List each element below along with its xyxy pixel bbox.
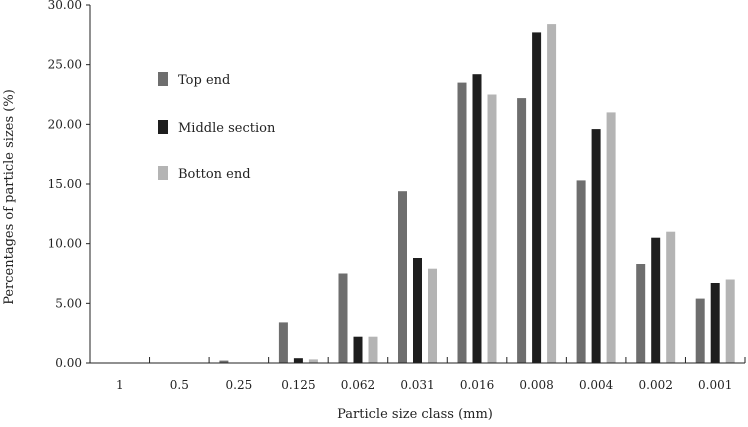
- x-tick-label: 0.016: [460, 378, 494, 392]
- bar-middle-section-0.125: [293, 358, 303, 363]
- x-tick-label: 0.5: [170, 378, 189, 392]
- legend-label: Top end: [178, 73, 230, 88]
- bar-botton-end-0.004: [606, 112, 616, 364]
- x-tick-label: 0.001: [698, 378, 732, 392]
- legend-swatch-middle-section: [158, 120, 168, 134]
- bar-top-end-0.001: [695, 298, 705, 363]
- bar-middle-section-0.031: [413, 258, 422, 363]
- bar-top-end-0.25: [219, 360, 229, 363]
- bar-top-end-0.016: [457, 82, 467, 363]
- bar-top-end-0.004: [576, 180, 586, 363]
- legend-label: Botton end: [178, 167, 251, 182]
- bar-top-end-0.008: [517, 98, 527, 363]
- bar-botton-end-0.016: [487, 94, 497, 363]
- bar-top-end-0.002: [636, 264, 646, 363]
- y-tick-label: 20.00: [48, 117, 82, 131]
- bar-top-end-0.031: [398, 191, 407, 363]
- x-tick-label: 0.002: [639, 378, 673, 392]
- legend: Top end Middle section Botton end: [158, 72, 276, 182]
- legend-label: Middle section: [178, 121, 276, 136]
- x-tick-label: 0.125: [281, 378, 315, 392]
- bar-botton-end-0.125: [308, 359, 318, 363]
- bar-middle-section-0.002: [651, 237, 661, 363]
- y-tick-label: 10.00: [48, 237, 82, 251]
- legend-swatch-top-end: [158, 72, 168, 86]
- y-tick-label: 30.00: [48, 0, 82, 12]
- bar-botton-end-0.002: [666, 231, 676, 363]
- y-tick-label: 0.00: [55, 356, 82, 370]
- bar-middle-section-0.008: [532, 32, 542, 364]
- bar-botton-end-0.031: [428, 268, 437, 363]
- y-tick-label: 15.00: [48, 177, 82, 191]
- x-tick-label: 0.031: [400, 378, 434, 392]
- y-axis-title: Percentages of particle sizes (%): [2, 89, 17, 305]
- bar-botton-end-0.008: [547, 24, 557, 363]
- bar-middle-section-0.001: [710, 283, 720, 363]
- bars-group: [219, 24, 735, 364]
- y-tick-label: 25.00: [48, 58, 82, 72]
- x-tick-label: 0.004: [579, 378, 614, 392]
- bar-top-end-0.062: [338, 273, 348, 363]
- bar-middle-section-0.016: [472, 74, 482, 363]
- x-tick-label: 0.062: [341, 378, 375, 392]
- legend-swatch-botton-end: [158, 166, 168, 180]
- axes-group: 0.00 5.00 10.00 15.00 20.00 25.00 30.00 1 0.5 0.2…: [48, 0, 746, 392]
- x-tick-label: 1: [116, 378, 124, 392]
- bar-top-end-0.125: [278, 322, 288, 363]
- x-tick-label: 0.008: [519, 378, 553, 392]
- x-axis-title: Particle size class (mm): [337, 407, 493, 422]
- bar-botton-end-0.062: [368, 336, 378, 363]
- y-tick-label: 5.00: [55, 296, 82, 310]
- bar-middle-section-0.004: [591, 129, 601, 363]
- bar-botton-end-0.001: [725, 279, 735, 363]
- bar-middle-section-0.062: [353, 336, 363, 363]
- x-tick-label: 0.25: [226, 378, 253, 392]
